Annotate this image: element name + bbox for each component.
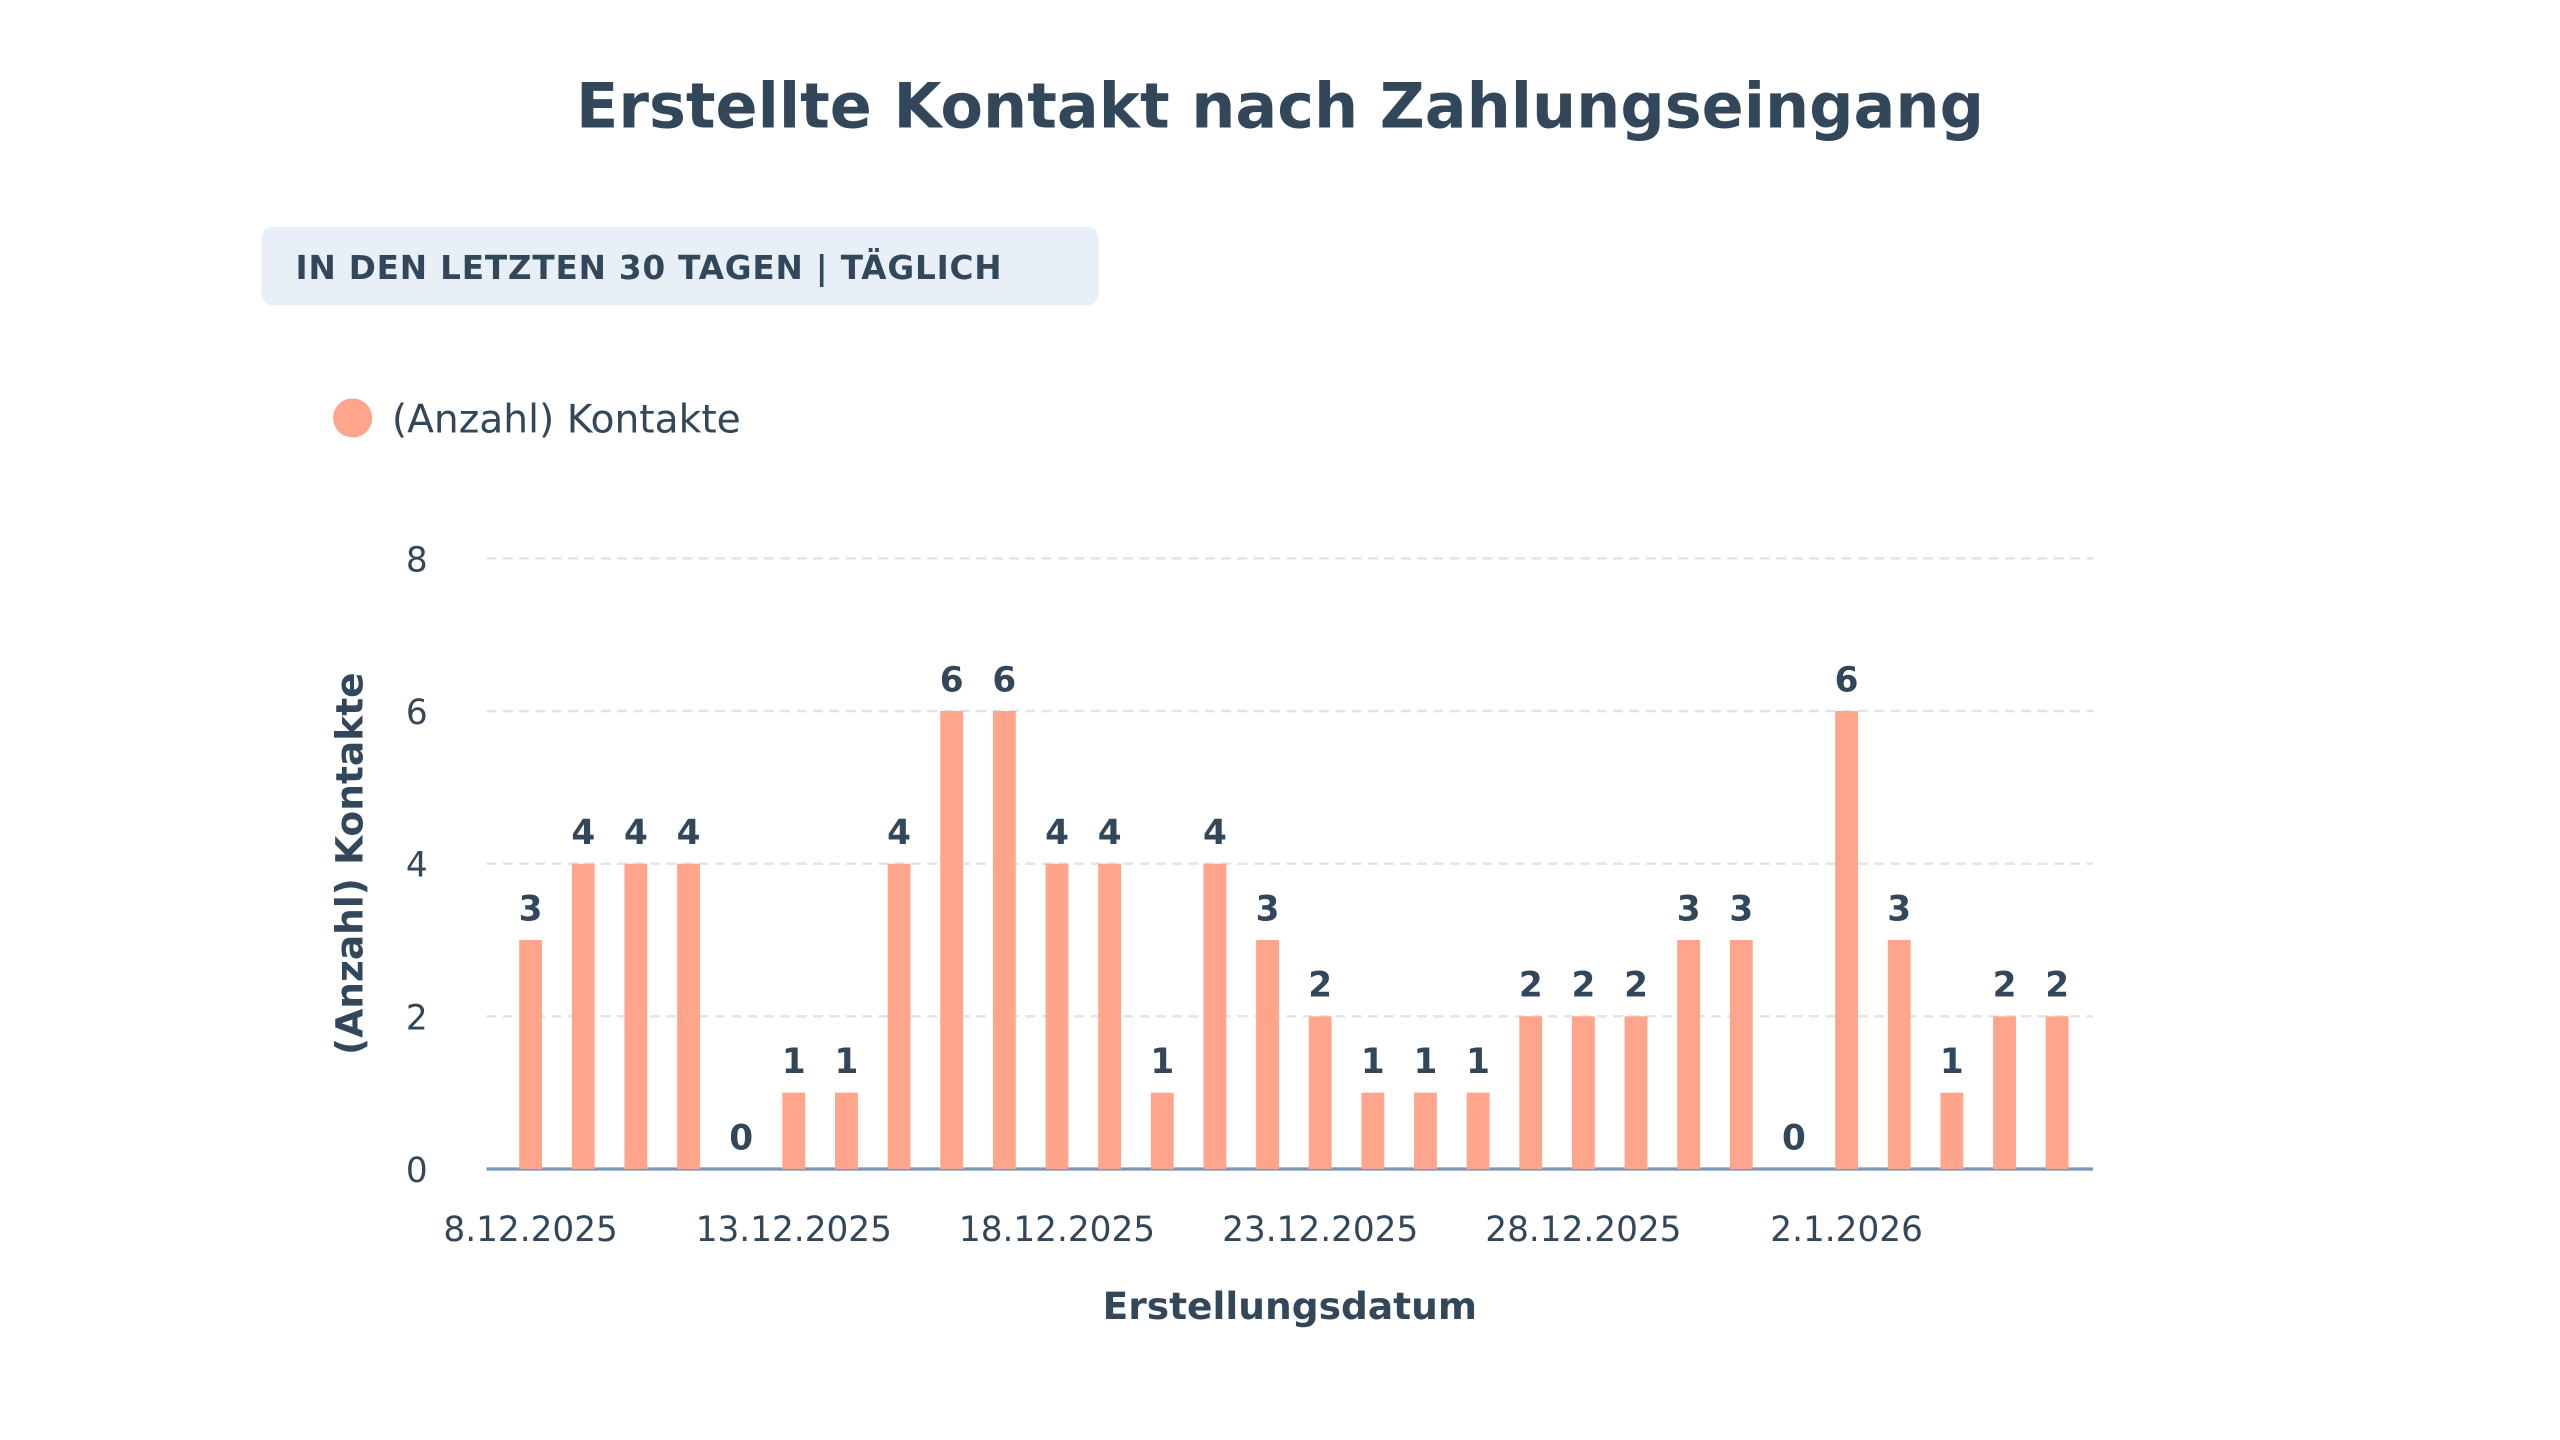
x-tick-label: 13.12.2025 [696, 1210, 892, 1250]
data-label: 4 [624, 813, 648, 853]
data-label: 3 [1887, 889, 1911, 929]
data-label: 1 [1414, 1042, 1438, 1082]
data-label: 6 [940, 660, 964, 700]
data-label: 2 [2045, 966, 2069, 1006]
x-tick-label: 2.1.2026 [1770, 1210, 1923, 1250]
data-label: 2 [1519, 966, 1543, 1006]
data-label: 4 [571, 813, 595, 853]
y-tick-label: 8 [406, 540, 428, 580]
x-tick-label: 8.12.2025 [443, 1210, 617, 1250]
bar [1993, 1016, 2016, 1169]
x-tick-label: 18.12.2025 [959, 1210, 1155, 1250]
x-axis-title: Erstellungsdatum [1103, 1284, 1477, 1328]
legend-label[interactable]: (Anzahl) Kontakte [392, 398, 741, 443]
bar [1624, 1016, 1648, 1169]
bar [1571, 1016, 1595, 1169]
data-label: 2 [1571, 966, 1595, 1006]
bar [1361, 1092, 1385, 1169]
data-label: 2 [1308, 966, 1332, 1006]
legend-marker [333, 398, 373, 438]
bar [571, 863, 595, 1169]
x-tick-label: 28.12.2025 [1485, 1210, 1681, 1250]
bar [1887, 940, 1911, 1169]
bar [677, 863, 700, 1169]
data-label: 1 [782, 1042, 806, 1082]
data-label: 4 [1203, 813, 1227, 853]
data-label: 6 [1835, 660, 1859, 700]
data-label: 3 [519, 889, 543, 929]
date-range-badge[interactable] [261, 226, 1099, 306]
bar [940, 711, 964, 1169]
bar [1308, 1016, 1332, 1169]
x-tick-label: 23.12.2025 [1222, 1210, 1418, 1250]
bar [1835, 711, 1859, 1169]
bar [835, 1092, 858, 1169]
data-label: 1 [1940, 1042, 1964, 1082]
y-tick-label: 2 [406, 998, 428, 1038]
date-range-badge-label: IN DEN LETZTEN 30 TAGEN | TÄGLICH [296, 249, 1003, 288]
bar [1256, 940, 1279, 1169]
bar [1940, 1092, 1964, 1169]
data-label: 3 [1677, 889, 1701, 929]
data-label: 1 [1150, 1042, 1174, 1082]
data-label: 1 [835, 1042, 859, 1082]
chart-title: Erstellte Kontakt nach Zahlungseingang [576, 69, 1984, 142]
bar [1098, 863, 1122, 1169]
bar [992, 711, 1016, 1169]
bar [1519, 1016, 1543, 1169]
bar [2045, 1016, 2069, 1169]
bar [1466, 1092, 1490, 1169]
data-label: 4 [887, 813, 911, 853]
bar [887, 863, 911, 1169]
data-label: 0 [729, 1118, 753, 1158]
data-label: 3 [1256, 889, 1280, 929]
bar [782, 1092, 806, 1169]
bar [1045, 863, 1069, 1169]
data-label: 4 [1098, 813, 1122, 853]
bar [1729, 940, 1753, 1169]
data-label: 3 [1729, 889, 1753, 929]
y-tick-label: 0 [406, 1151, 428, 1191]
bar [1150, 1092, 1174, 1169]
y-tick-label: 6 [406, 693, 428, 733]
data-label: 1 [1466, 1042, 1490, 1082]
data-label: 4 [677, 813, 701, 853]
data-label: 0 [1782, 1118, 1806, 1158]
data-label: 1 [1361, 1042, 1385, 1082]
data-label: 4 [1045, 813, 1069, 853]
bar [519, 940, 543, 1169]
bar [1677, 940, 1701, 1169]
data-label: 6 [992, 660, 1016, 700]
y-tick-label: 4 [406, 846, 428, 886]
bar [1203, 863, 1227, 1169]
data-label: 2 [1624, 966, 1648, 1006]
data-label: 2 [1993, 966, 2017, 1006]
y-axis-title: (Anzahl) Kontakte [327, 672, 371, 1055]
bar [1414, 1092, 1437, 1169]
bar [624, 863, 648, 1169]
